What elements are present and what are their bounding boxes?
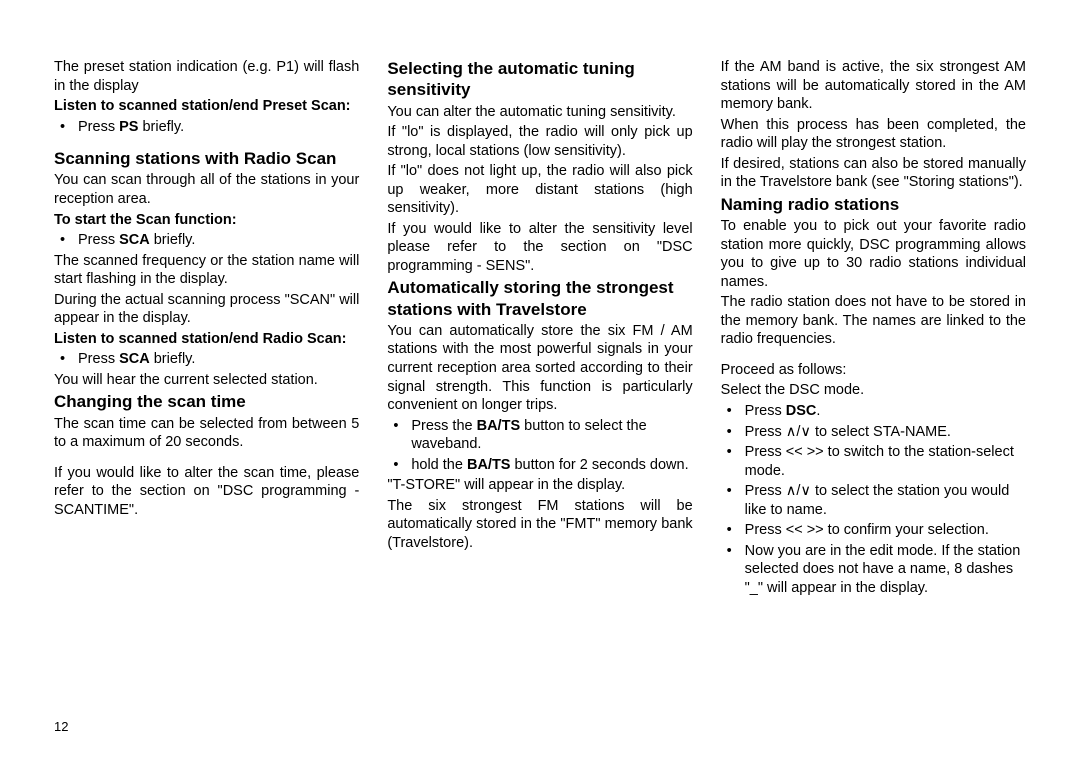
subhead: Listen to scanned station/end Preset Sca… — [54, 97, 359, 116]
text: "T-STORE" will appear in the display. — [387, 476, 692, 495]
heading: Naming radio stations — [721, 194, 1026, 215]
bullet-list: Press SCA briefly. — [54, 350, 359, 369]
text: During the actual scanning process "SCAN… — [54, 291, 359, 328]
text: Proceed as follows: — [721, 361, 1026, 380]
text: You will hear the current selected stati… — [54, 371, 359, 390]
text: If you would like to alter the scan time… — [54, 464, 359, 520]
list-item: Press ∧/∨ to select the station you woul… — [721, 482, 1026, 519]
page-columns: The preset station indication (e.g. P1) … — [54, 58, 1026, 698]
column-3: If the AM band is active, the six strong… — [721, 58, 1026, 698]
bullet-list: Press the BA/TS button to select the wav… — [387, 417, 692, 475]
text: You can scan through all of the stations… — [54, 171, 359, 208]
list-item: Now you are in the edit mode. If the sta… — [721, 542, 1026, 598]
heading: Automatically storing the strongest stat… — [387, 277, 692, 320]
subhead: Listen to scanned station/end Radio Scan… — [54, 330, 359, 349]
bullet-list: Press DSC. Press ∧/∨ to select STA-NAME.… — [721, 402, 1026, 597]
text: If you would like to alter the sensitivi… — [387, 220, 692, 276]
text: The scanned frequency or the station nam… — [54, 252, 359, 289]
list-item: Press ∧/∨ to select STA-NAME. — [721, 423, 1026, 442]
heading: Scanning stations with Radio Scan — [54, 148, 359, 169]
list-item: Press PS briefly. — [54, 118, 359, 137]
list-item: Press << >> to switch to the station-sel… — [721, 443, 1026, 480]
column-1: The preset station indication (e.g. P1) … — [54, 58, 359, 698]
text: You can alter the automatic tuning sensi… — [387, 103, 692, 122]
column-2: Selecting the automatic tuning sensitivi… — [387, 58, 692, 698]
list-item: Press SCA briefly. — [54, 350, 359, 369]
text: To enable you to pick out your favorite … — [721, 217, 1026, 291]
text: If desired, stations can also be stored … — [721, 155, 1026, 192]
text: If "lo" is displayed, the radio will onl… — [387, 123, 692, 160]
heading: Changing the scan time — [54, 391, 359, 412]
heading: Selecting the automatic tuning sensitivi… — [387, 58, 692, 101]
list-item: Press DSC. — [721, 402, 1026, 421]
text: The scan time can be selected from betwe… — [54, 415, 359, 452]
text: When this process has been completed, th… — [721, 116, 1026, 153]
bullet-list: Press PS briefly. — [54, 118, 359, 137]
list-item: Press SCA briefly. — [54, 231, 359, 250]
text: The radio station does not have to be st… — [721, 293, 1026, 349]
list-item: hold the BA/TS button for 2 seconds down… — [387, 456, 692, 475]
text: You can automatically store the six FM /… — [387, 322, 692, 415]
list-item: Press the BA/TS button to select the wav… — [387, 417, 692, 454]
text: If the AM band is active, the six strong… — [721, 58, 1026, 114]
text: The preset station indication (e.g. P1) … — [54, 58, 359, 95]
text: If "lo" does not light up, the radio wil… — [387, 162, 692, 218]
text: The six strongest FM stations will be au… — [387, 497, 692, 553]
text: Select the DSC mode. — [721, 381, 1026, 400]
page-number: 12 — [54, 719, 68, 734]
list-item: Press << >> to confirm your selection. — [721, 521, 1026, 540]
bullet-list: Press SCA briefly. — [54, 231, 359, 250]
subhead: To start the Scan function: — [54, 211, 359, 230]
